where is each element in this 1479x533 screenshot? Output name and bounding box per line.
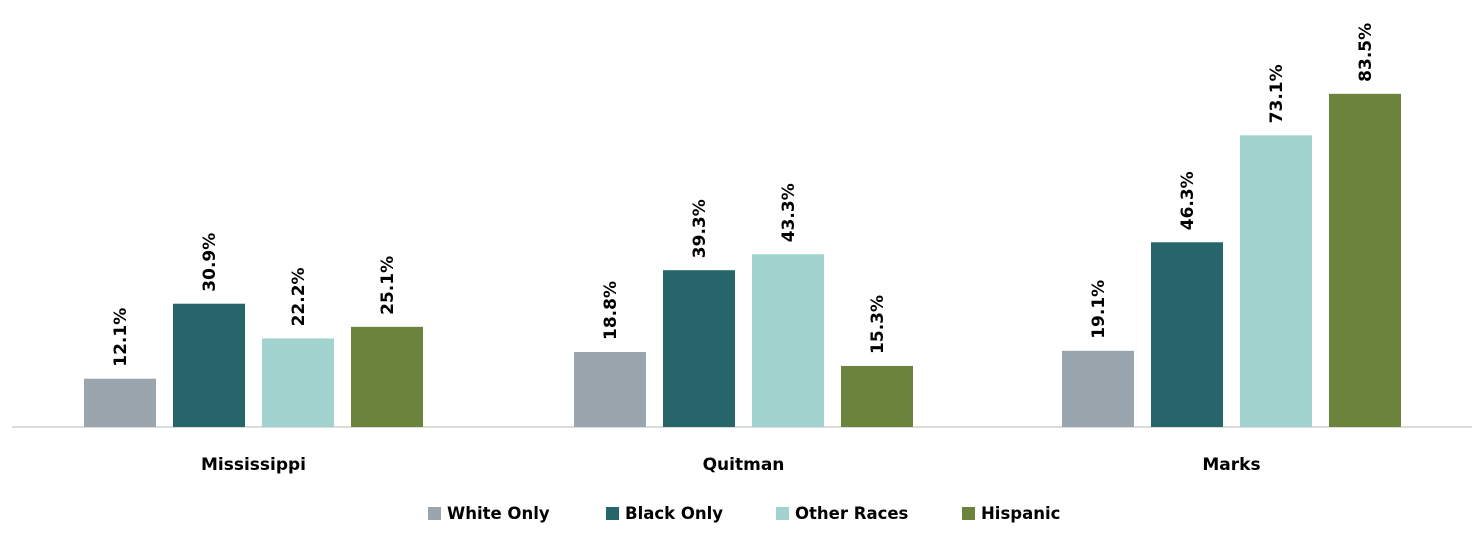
legend-swatch xyxy=(606,507,619,520)
bar-quitman-black-only xyxy=(663,270,735,427)
legend-label: Other Races xyxy=(795,504,909,523)
data-label: 19.1% xyxy=(1089,280,1109,339)
legend-label: White Only xyxy=(447,504,550,523)
bar-marks-other-races xyxy=(1240,135,1312,427)
legend-swatch xyxy=(776,507,789,520)
category-labels-layer: Mississippi Quitman Marks xyxy=(201,455,1261,475)
data-label: 73.1% xyxy=(1267,64,1287,123)
legend-label: Black Only xyxy=(625,504,723,523)
data-label: 30.9% xyxy=(200,233,220,292)
data-labels-layer: 12.1% 30.9% 22.2% 25.1% 18.8% 39.3% 43.3% 15.3%… xyxy=(111,23,1376,367)
bar-mississippi-hispanic xyxy=(351,326,423,427)
bar-mississippi-other-races xyxy=(262,338,334,427)
legend: White Only Black Only Other Races Hispanic xyxy=(428,504,1060,523)
legend-swatch xyxy=(428,507,441,520)
bar-quitman-hispanic xyxy=(841,365,913,427)
bar-mississippi-black-only xyxy=(173,303,245,427)
data-label: 22.2% xyxy=(289,267,309,326)
bar-quitman-other-races xyxy=(752,254,824,427)
bars-layer xyxy=(84,93,1401,428)
data-label: 46.3% xyxy=(1178,171,1198,230)
category-label: Mississippi xyxy=(201,455,306,475)
bar-marks-hispanic xyxy=(1329,93,1401,428)
bar-mississippi-white-only xyxy=(84,378,156,427)
data-label: 83.5% xyxy=(1356,23,1376,82)
category-label: Marks xyxy=(1202,455,1260,475)
data-label: 15.3% xyxy=(868,295,888,354)
legend-label: Hispanic xyxy=(981,504,1060,523)
bar-marks-white-only xyxy=(1062,350,1134,427)
bar-quitman-white-only xyxy=(574,351,646,427)
data-label: 18.8% xyxy=(601,281,621,340)
data-label: 43.3% xyxy=(779,183,799,242)
bar-marks-black-only xyxy=(1151,242,1223,427)
data-label: 39.3% xyxy=(690,199,710,258)
data-label: 12.1% xyxy=(111,308,131,367)
legend-swatch xyxy=(962,507,975,520)
category-label: Quitman xyxy=(703,455,785,475)
data-label: 25.1% xyxy=(378,256,398,315)
